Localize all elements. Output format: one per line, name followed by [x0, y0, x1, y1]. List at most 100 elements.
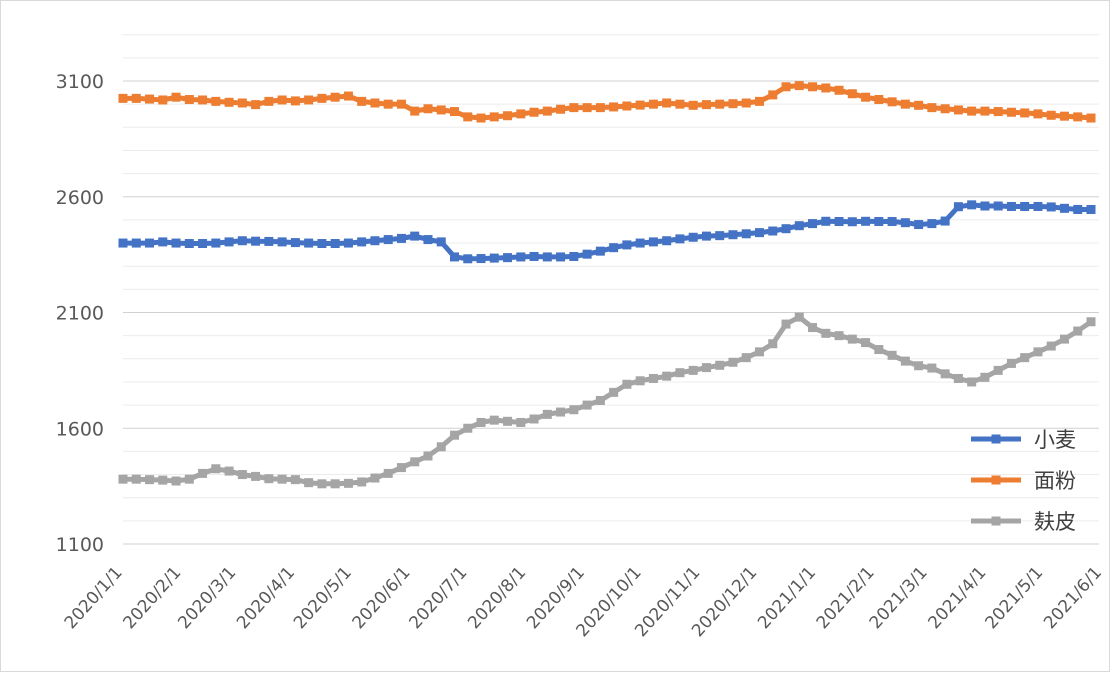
data-point	[861, 92, 871, 102]
x-tick-label: 2020/8/1	[464, 563, 530, 633]
data-point	[251, 100, 261, 110]
data-point	[980, 372, 990, 382]
x-tick-label: 2021/4/1	[925, 563, 991, 633]
data-point	[450, 252, 460, 262]
data-point	[794, 221, 804, 231]
data-point	[1020, 108, 1030, 118]
data-point	[874, 217, 884, 227]
data-point	[1046, 110, 1056, 120]
data-point	[383, 99, 393, 109]
data-point	[980, 201, 990, 211]
data-point	[171, 92, 181, 102]
data-point	[662, 371, 672, 381]
data-point	[503, 111, 513, 121]
data-point	[967, 106, 977, 116]
data-point	[622, 379, 632, 389]
data-point	[383, 235, 393, 245]
y-tick-label: 1600	[56, 418, 104, 440]
data-point	[211, 464, 221, 474]
grid-lines	[123, 34, 1099, 545]
data-point	[701, 363, 711, 373]
data-point	[927, 219, 937, 229]
data-point	[569, 103, 579, 113]
data-point	[476, 417, 486, 427]
data-point	[622, 240, 632, 250]
data-point	[304, 238, 314, 248]
data-point	[993, 365, 1003, 375]
data-point	[542, 409, 552, 419]
data-point	[118, 474, 128, 484]
data-point	[781, 319, 791, 329]
data-point	[1046, 202, 1056, 212]
data-point	[993, 107, 1003, 117]
data-point	[1033, 347, 1043, 357]
data-point	[396, 99, 406, 109]
data-point	[264, 236, 274, 246]
data-point	[1033, 109, 1043, 119]
data-point	[357, 96, 367, 106]
data-point	[370, 236, 380, 246]
data-point	[224, 466, 234, 476]
y-axis-ticks: 1100 1600 2100 2600 3100	[56, 71, 104, 556]
data-point	[476, 113, 486, 123]
data-point	[330, 479, 340, 489]
data-point	[131, 474, 141, 484]
data-point	[198, 95, 208, 105]
data-point	[569, 405, 579, 415]
data-point	[648, 99, 658, 109]
data-point	[595, 395, 605, 405]
data-point	[131, 238, 141, 248]
data-point	[701, 231, 711, 241]
data-point	[675, 234, 685, 244]
x-tick-label: 2020/6/1	[349, 563, 415, 633]
data-point	[463, 254, 473, 264]
data-point	[609, 102, 619, 112]
data-point	[940, 216, 950, 226]
data-point	[662, 236, 672, 246]
data-point	[940, 104, 950, 114]
data-point	[277, 474, 287, 484]
data-point	[277, 237, 287, 247]
data-point	[609, 387, 619, 397]
x-tick-label: 2021/3/1	[866, 563, 932, 633]
data-point	[662, 98, 672, 108]
data-point	[861, 216, 871, 226]
data-point	[436, 105, 446, 115]
data-point	[635, 238, 645, 248]
data-point	[927, 363, 937, 373]
data-point	[754, 96, 764, 106]
legend-item: 面粉	[971, 469, 1076, 493]
data-point	[476, 254, 486, 264]
data-point	[357, 477, 367, 487]
data-point	[1086, 204, 1096, 214]
data-point	[343, 91, 353, 101]
data-point	[224, 237, 234, 247]
data-point	[237, 470, 247, 480]
data-point	[781, 224, 791, 234]
data-point	[450, 107, 460, 117]
data-point	[927, 103, 937, 113]
data-point	[900, 99, 910, 109]
data-point	[609, 243, 619, 253]
data-point	[1033, 201, 1043, 211]
data-point	[211, 238, 221, 248]
data-point	[158, 95, 168, 105]
y-tick-label: 2100	[56, 303, 104, 325]
data-point	[1006, 358, 1016, 368]
legend-item: 小麦	[971, 428, 1076, 452]
legend-marker	[991, 434, 1001, 444]
data-point	[529, 414, 539, 424]
data-point	[967, 200, 977, 210]
data-point	[1059, 111, 1069, 121]
data-point	[158, 475, 168, 485]
data-point	[754, 347, 764, 357]
data-point	[1006, 107, 1016, 117]
data-point	[781, 82, 791, 92]
data-point	[741, 229, 751, 239]
data-point	[728, 99, 738, 109]
data-point	[145, 475, 155, 485]
data-point	[1059, 203, 1069, 213]
data-point	[847, 89, 857, 99]
data-point	[914, 220, 924, 230]
data-point	[768, 339, 778, 349]
